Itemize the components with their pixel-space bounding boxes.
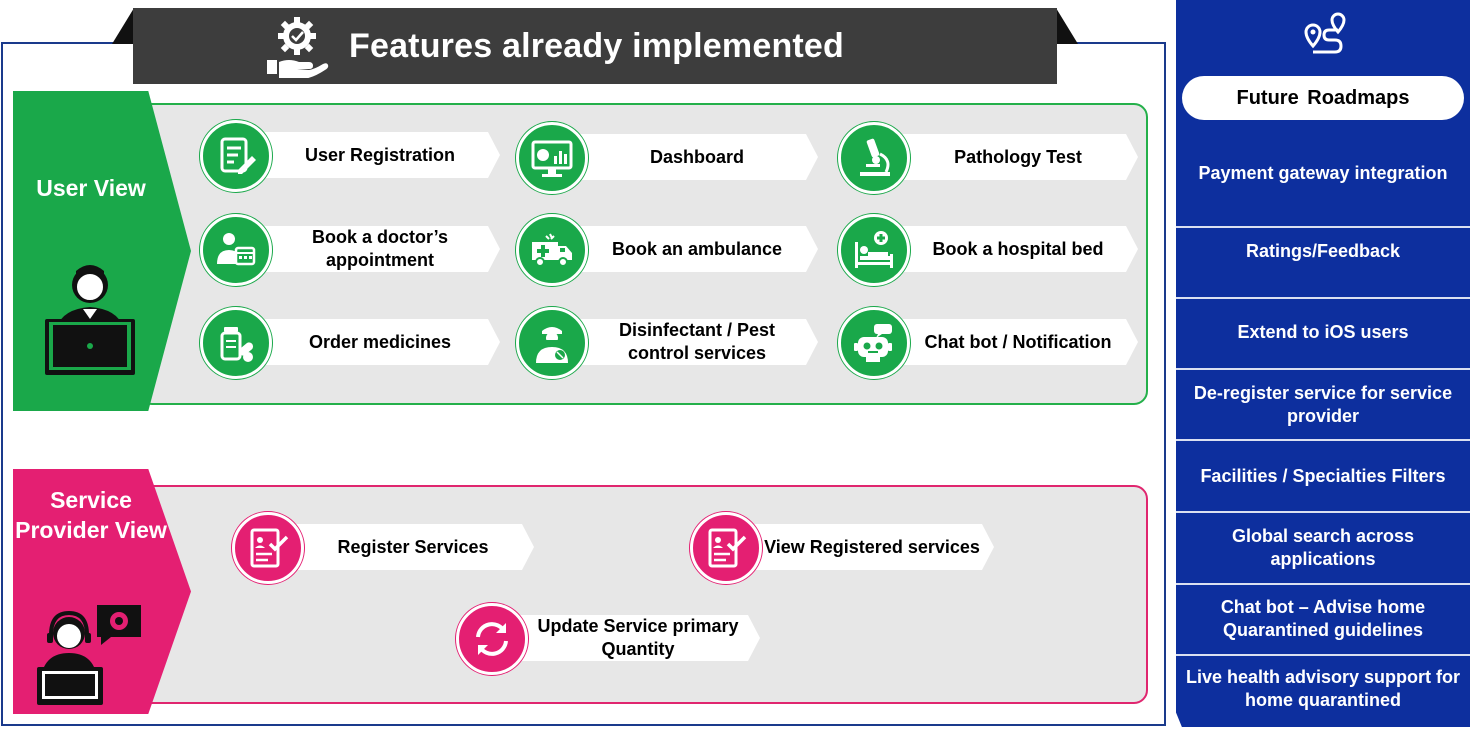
feature-label-strip: Register Services: [262, 524, 534, 570]
roadmap-divider: [1176, 439, 1470, 441]
user-laptop-icon: [45, 265, 135, 375]
feature-label-strip: View Registered services: [720, 524, 994, 570]
feature-label: Dashboard: [649, 146, 745, 167]
roadmap-item: Extend to iOS users: [1237, 321, 1409, 342]
feature-label: Pathology Test: [954, 146, 1082, 167]
feature-label: Book a hospital bed: [932, 238, 1104, 259]
feature-label: Chat bot / Notification: [924, 331, 1112, 352]
feature-label-strip: Disinfectant / Pest control services: [546, 319, 818, 365]
service-provider-tab: Service Provider View: [13, 469, 191, 714]
roadmap-item: Global search across applications: [1231, 526, 1415, 569]
banner-wing-left: [112, 8, 134, 44]
page-title: Features already implemented: [349, 26, 845, 65]
feature-label-strip: Dashboard: [546, 134, 818, 180]
document-check-icon: [690, 512, 762, 584]
feature-label-strip: Order medicines: [230, 319, 500, 365]
roadmap-item: De-register service for service provider: [1193, 383, 1453, 426]
ambulance-icon: [516, 214, 588, 286]
feature-label-strip: Book a doctor’s appointment: [230, 226, 500, 272]
dashboard-monitor-icon: [516, 122, 588, 194]
roadmap-divider: [1176, 368, 1470, 370]
refresh-icon: [456, 603, 528, 675]
feature-label-strip: Pathology Test: [868, 134, 1138, 180]
service-provider-label: Service Provider View: [15, 487, 167, 543]
roadmap-item: Ratings/Feedback: [1245, 240, 1401, 261]
feature-label-strip: Update Service primary Quantity: [486, 615, 760, 661]
feature-label: Book an ambulance: [611, 238, 783, 259]
feature-label: Register Services: [337, 536, 489, 557]
feature-label-strip: Book a hospital bed: [868, 226, 1138, 272]
feature-label: Book a doctor’s appointment: [311, 227, 449, 270]
gear-hand-icon: [267, 17, 329, 78]
pest-control-worker-icon: [516, 307, 588, 379]
roadmap-item: Live health advisory support for home qu…: [1185, 667, 1461, 710]
feature-label-strip: User Registration: [230, 132, 500, 178]
route-pin-icon: [1304, 12, 1346, 54]
roadmap-divider: [1176, 511, 1470, 513]
chatbot-robot-icon: [838, 307, 910, 379]
roadmap-divider: [1176, 583, 1470, 585]
roadmap-item: Chat bot – Advise home Quarantined guide…: [1220, 597, 1426, 640]
title-banner: Features already implemented: [112, 8, 1078, 84]
roadmap-title: Future Roadmaps: [1182, 76, 1464, 120]
roadmap-divider: [1176, 297, 1470, 299]
feature-label: Disinfectant / Pest control services: [618, 320, 776, 363]
feature-label: Order medicines: [308, 331, 452, 352]
user-view-label: User View: [36, 175, 146, 201]
roadmap-divider: [1176, 226, 1470, 228]
roadmap-divider: [1176, 654, 1470, 656]
future-roadmap-column: Future Roadmaps Payment gateway integrat…: [1176, 0, 1470, 727]
registration-form-icon: [200, 120, 272, 192]
feature-label-strip: Chat bot / Notification: [868, 319, 1138, 365]
document-check-icon: [232, 512, 304, 584]
title-bar: Features already implemented: [133, 8, 1057, 84]
feature-label: User Registration: [304, 144, 456, 165]
microscope-icon: [838, 122, 910, 194]
roadmap-item: Payment gateway integration: [1198, 162, 1448, 183]
service-provider-panel: [138, 485, 1148, 704]
banner-wing-right: [1056, 8, 1078, 44]
feature-label-strip: Book an ambulance: [546, 226, 818, 272]
feature-label: View Registered services: [764, 536, 980, 557]
doctor-calendar-icon: [200, 214, 272, 286]
feature-label: Update Service primary Quantity: [537, 616, 739, 659]
hospital-bed-icon: [838, 214, 910, 286]
roadmap-item: Facilities / Specialties Filters: [1200, 465, 1446, 486]
support-agent-laptop-icon: [37, 605, 141, 705]
user-view-tab: User View: [13, 91, 191, 411]
medicines-icon: [200, 307, 272, 379]
